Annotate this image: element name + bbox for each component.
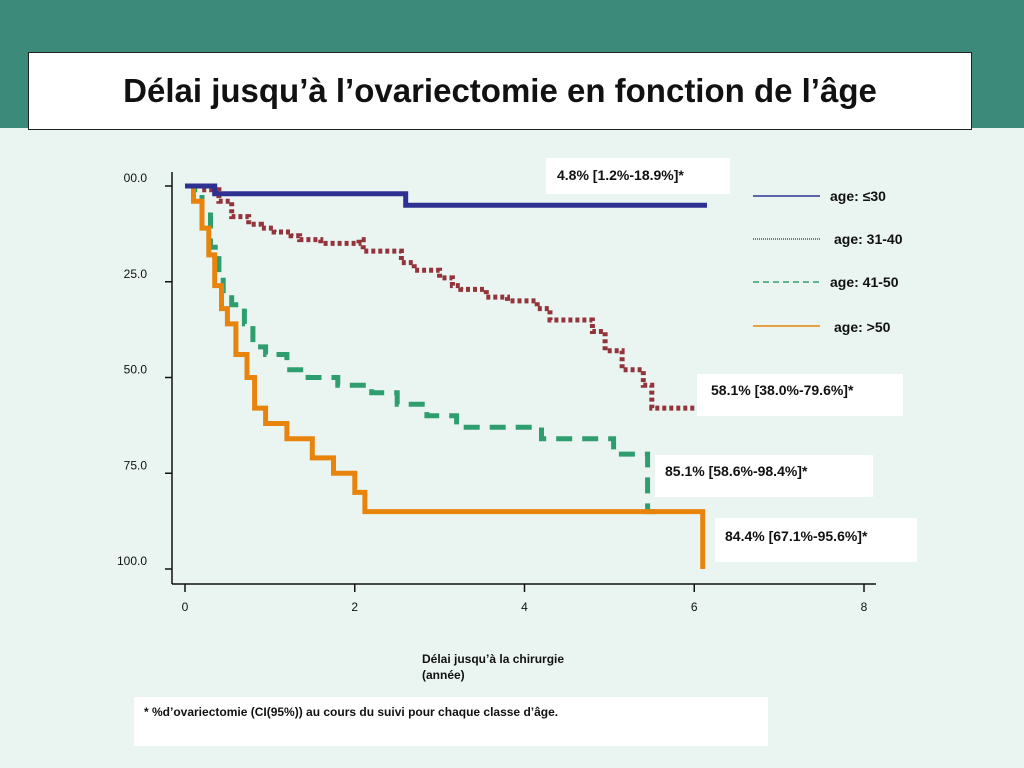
legend-label-0: age: ≤30 [830,188,886,204]
annotation-text-0: 4.8% [1.2%-18.9%]* [557,167,684,183]
annotation-box-3 [715,518,917,562]
x-tick-label: 0 [182,600,189,614]
annotation-text-3: 84.4% [67.1%-95.6%]* [725,528,868,544]
y-tick-label: 25.0 [124,267,148,281]
series-line-3 [185,183,706,569]
annotation-box-2 [655,455,873,497]
annotation-text-2: 85.1% [58.6%-98.4%]* [665,463,808,479]
title-box: Délai jusqu’à l’ovariectomie en fonction… [28,52,972,130]
x-tick-label: 2 [351,600,358,614]
x-axis-label-line2: (année) [422,668,465,682]
x-axis-label: Délai jusqu’à la chirurgie (année) [422,651,564,683]
slide-title: Délai jusqu’à l’ovariectomie en fonction… [123,72,877,109]
x-tick-label: 8 [861,600,868,614]
series-line-1 [185,183,767,411]
y-tick-label: 75.0 [124,458,148,472]
x-tick-label: 6 [691,600,698,614]
legend-label-3: age: >50 [834,319,891,335]
y-tick-label: 100.0 [117,554,147,568]
annotation-box-0 [546,158,730,194]
footnote: * %d’ovariectomie (CI(95%)) au cours du … [134,697,768,746]
y-tick-label: 50.0 [124,363,148,377]
annotation-text-1: 58.1% [38.0%-79.6%]* [711,382,854,398]
y-tick-label: 00.0 [124,171,148,185]
x-tick-label: 4 [521,600,528,614]
legend-label-1: age: 31-40 [834,231,903,247]
x-axis-label-line1: Délai jusqu’à la chirurgie [422,652,565,666]
legend-label-2: age: 41-50 [830,274,899,290]
series-line-0 [185,183,707,208]
annotation-box-1 [697,374,903,416]
series-line-2 [185,183,661,515]
